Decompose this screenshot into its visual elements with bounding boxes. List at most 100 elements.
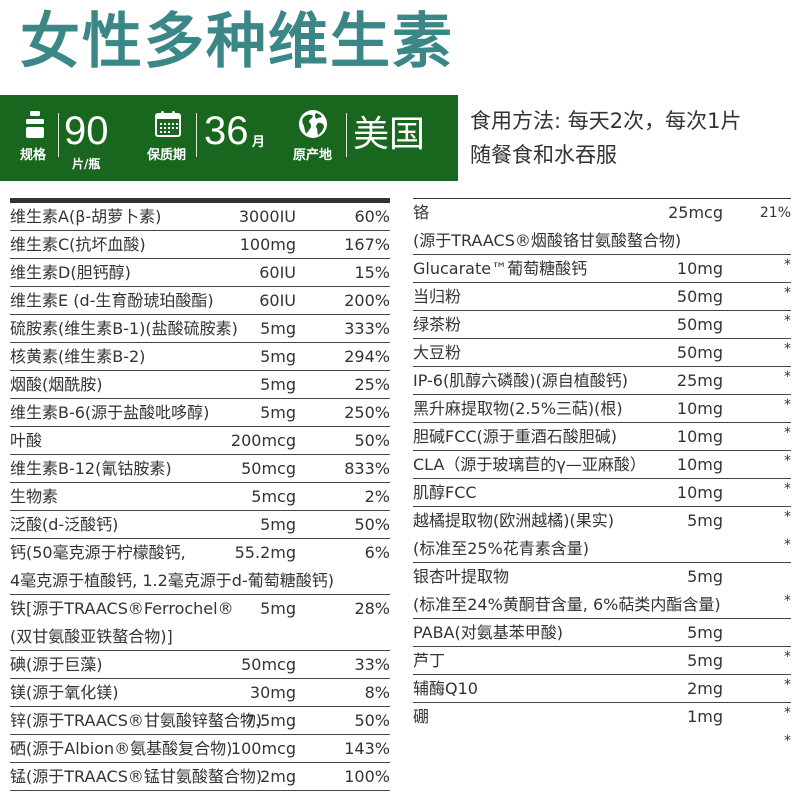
table-row: 铬 25mcg 21% (源于TRAACS®烟酸铬甘氨酸螯合物)	[413, 199, 791, 255]
nutrient-name: 生物素	[10, 487, 59, 506]
daily-value: 294%	[344, 347, 390, 366]
nutrient-amount: 5mg	[260, 515, 296, 534]
table-row: 锌(源于TRAACS®甘氨酸锌螯合物) 7.5mg 50%	[10, 707, 390, 735]
table-row: 大豆粉 50mg *	[413, 339, 791, 367]
daily-value: 33%	[354, 655, 390, 674]
daily-value: 60%	[354, 207, 390, 226]
table-row: 硫胺素(维生素B-1)(盐酸硫胺素) 5mg 333%	[10, 315, 390, 343]
nutrient-name: 银杏叶提取物	[413, 567, 510, 586]
nutrient-amount: 2mg	[260, 767, 296, 786]
daily-value: 250%	[344, 403, 390, 422]
table-row: 维生素E (d-生育酚琥珀酸酯) 60IU 200%	[10, 287, 390, 315]
nutrient-amount: 10mg	[676, 455, 723, 474]
spec-origin-value: 美国	[353, 114, 426, 155]
nutrient-amount: 5mcg	[251, 487, 296, 506]
nutrient-amount: 5mg	[687, 651, 723, 670]
daily-value: *	[784, 257, 791, 273]
daily-value: *	[784, 285, 791, 301]
usage-instructions: 食用方法: 每天2次，每次1片 随餐食和水吞服	[470, 104, 800, 172]
daily-value: *	[784, 677, 791, 693]
nutrient-amount: 10mg	[676, 399, 723, 418]
nutrient-name: 肌醇FCC	[413, 483, 477, 502]
table-top-line	[413, 198, 791, 199]
nutrient-name: 碘(源于巨藻)	[10, 655, 103, 674]
nutrient-name: 芦丁	[413, 651, 446, 670]
nutrient-amount: 5mg	[687, 511, 723, 530]
table-row: 锰(源于TRAACS®锰甘氨酸螯合物) 2mg 100%	[10, 763, 390, 791]
bottle-icon	[26, 111, 44, 138]
nutrient-name: 维生素B-12(氰钴胺素)	[10, 459, 172, 478]
table-row: 镁(源于氧化镁) 30mg 8%	[10, 679, 390, 707]
table-row: *	[413, 731, 791, 759]
nutrient-name: 维生素C(抗坏血酸)	[10, 235, 146, 254]
nutrient-name-continued: (源于TRAACS®烟酸铬甘氨酸螯合物)	[413, 231, 682, 250]
nutrient-name: 维生素D(胆钙醇)	[10, 263, 131, 282]
nutrient-amount: 10mg	[676, 427, 723, 446]
table-row: 辅酶Q10 2mg *	[413, 675, 791, 703]
page-title: 女性多种维生素	[20, 7, 454, 77]
nutrient-name: 核黄素(维生素B-2)	[10, 347, 146, 366]
daily-value: 50%	[354, 711, 390, 730]
table-row: 绿茶粉 50mg *	[413, 311, 791, 339]
table-row: 黑升麻提取物(2.5%三萜)(根) 10mg *	[413, 395, 791, 423]
nutrient-amount: 1mg	[687, 707, 723, 726]
daily-value: *	[784, 341, 791, 357]
spec-shelf-life-value: 36	[204, 109, 249, 153]
table-row: 钙(50毫克源于柠檬酸钙, 55.2mg 6% 4毫克源于植酸钙, 1.2毫克源于d-…	[10, 539, 390, 595]
nutrient-name-continued: 4毫克源于植酸钙, 1.2毫克源于d-葡萄糖酸钙)	[10, 571, 334, 590]
daily-value: *	[784, 733, 791, 749]
nutrient-name: CLA（源于玻璃苣的γ—亚麻酸）	[413, 455, 646, 474]
table-row: 胆碱FCC(源于重酒石酸胆碱) 10mg *	[413, 423, 791, 451]
table-row: 当归粉 50mg *	[413, 283, 791, 311]
spec-banner: 规格 90 片/瓶 保质期 36 月 原产地	[0, 95, 458, 181]
nutrient-name: 锌(源于TRAACS®甘氨酸锌螯合物)	[10, 711, 263, 730]
nutrient-amount: 50mg	[676, 287, 723, 306]
table-row: (标准至25%花青素含量) *	[413, 535, 791, 563]
daily-value: 2%	[364, 487, 390, 506]
table-row: 越橘提取物(欧洲越橘)(果实) 5mg *	[413, 507, 791, 535]
spec-count-unit: 片/瓶	[72, 157, 101, 171]
spec-origin: 原产地 美国	[280, 95, 458, 181]
nutrient-name: 锰(源于TRAACS®锰甘氨酸螯合物)	[10, 767, 263, 786]
nutrient-amount: 100mcg	[230, 739, 296, 758]
table-row: PABA(对氨基苯甲酸) 5mg	[413, 619, 791, 647]
table-row: 肌醇FCC 10mg *	[413, 479, 791, 507]
table-row: 维生素A(β-胡萝卜素) 3000IU 60%	[10, 203, 390, 231]
daily-value: *	[784, 649, 791, 665]
daily-value: *	[784, 481, 791, 497]
globe-icon	[299, 110, 327, 138]
nutrient-amount: 5mg	[260, 347, 296, 366]
nutrient-amount: 50mg	[676, 315, 723, 334]
nutrient-amount: 25mg	[676, 371, 723, 390]
nutrient-name: 铁[源于TRAACS®Ferrochel®	[10, 599, 234, 618]
daily-value: *	[784, 425, 791, 441]
nutrient-amount: 50mcg	[241, 655, 296, 674]
nutrient-name: 叶酸	[10, 431, 43, 450]
daily-value: 833%	[344, 459, 390, 478]
table-row: 维生素B-6(源于盐酸吡哆醇) 5mg 250%	[10, 399, 390, 427]
nutrient-amount: 5mg	[260, 599, 296, 618]
daily-value: 143%	[344, 739, 390, 758]
daily-value: 200%	[344, 291, 390, 310]
nutrient-name: 钙(50毫克源于柠檬酸钙,	[10, 543, 186, 562]
table-row: 硼 1mg *	[413, 703, 791, 731]
daily-value: 50%	[354, 515, 390, 534]
nutrient-name: (标准至24%黄酮苷含量, 6%萜类内酯含量)	[413, 595, 721, 614]
nutrient-name: PABA(对氨基苯甲酸)	[413, 623, 563, 642]
calendar-icon	[155, 111, 181, 137]
nutrient-amount: 5mg	[260, 319, 296, 338]
nutrient-name: 维生素A(β-胡萝卜素)	[10, 207, 162, 226]
table-row: IP-6(肌醇六磷酸)(源自植酸钙) 25mg *	[413, 367, 791, 395]
nutrient-name: 大豆粉	[413, 343, 462, 362]
spec-shelf-life: 保质期 36 月	[140, 95, 280, 181]
nutrient-amount: 55.2mg	[234, 543, 296, 562]
nutrient-amount: 5mg	[687, 567, 723, 586]
nutrient-name: 烟酸(烟酰胺)	[10, 375, 103, 394]
table-row: 泛酸(d-泛酸钙) 5mg 50%	[10, 511, 390, 539]
nutrition-table-left: 维生素A(β-胡萝卜素) 3000IU 60% 维生素C(抗坏血酸) 100mg 167%…	[10, 198, 390, 791]
daily-value: 50%	[354, 431, 390, 450]
nutrient-amount: 200mcg	[230, 431, 296, 450]
nutrient-amount: 60IU	[259, 263, 296, 282]
daily-value: *	[784, 705, 791, 721]
nutrient-amount: 3000IU	[238, 207, 296, 226]
